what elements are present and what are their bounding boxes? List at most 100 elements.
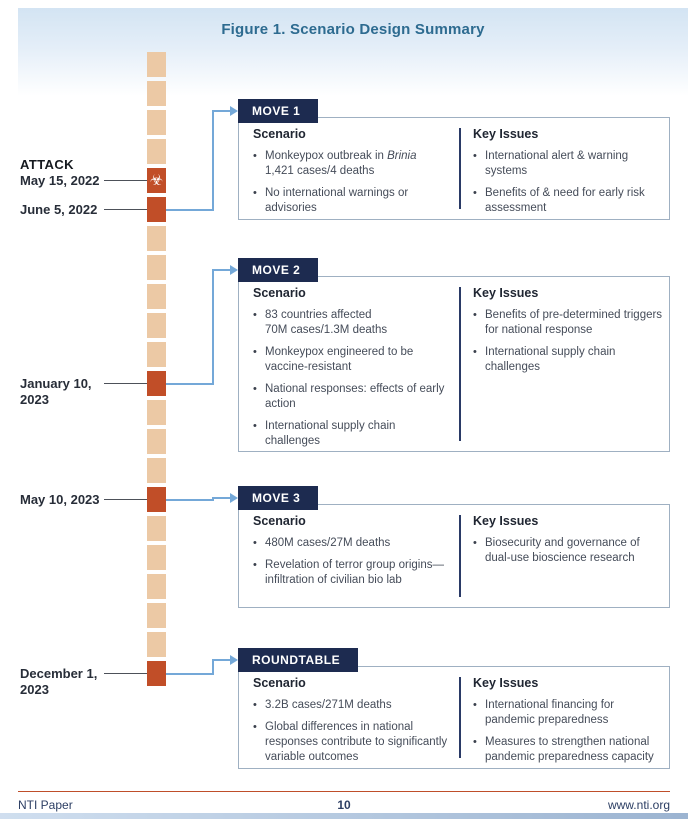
biohazard-icon: ☣ [149, 172, 164, 189]
scenario-heading: Scenario [253, 286, 306, 300]
date-connector-line [104, 383, 147, 384]
scenario-bullet-list: • Monkeypox outbreak in Brinia 1,421 case… [253, 149, 451, 216]
timeline-square [147, 545, 166, 570]
bullet-icon: • [253, 420, 257, 432]
bullet-text: Monkeypox outbreak in Brinia 1,421 cases… [265, 150, 417, 177]
move-box: MOVE 1 Scenario • Monkeypox outbreak in B… [238, 99, 670, 220]
key-issues-bullet-list: • International financing for pandemic pr… [473, 698, 667, 765]
bullet-icon: • [253, 150, 257, 162]
bullet-icon: • [253, 721, 257, 733]
bullet-item: • International supply chain challenges [473, 345, 667, 375]
move-tab: ROUNDTABLE [238, 648, 359, 672]
date-text: 2023 [20, 682, 49, 697]
bullet-text: Global differences in national responses… [265, 721, 448, 763]
connector-line [166, 673, 214, 675]
move-box-body: Scenario • 83 countries affected 70M cases… [238, 276, 670, 452]
bullet-icon: • [253, 383, 257, 395]
bullet-item: • Global differences in national response… [253, 720, 451, 765]
bullet-item: • Revelation of terror group origins—infi… [253, 558, 451, 588]
scenario-column: Scenario • Monkeypox outbreak in Brinia 1… [253, 127, 451, 223]
move-box-body: Scenario • Monkeypox outbreak in Brinia 1… [238, 117, 670, 220]
scenario-heading: Scenario [253, 514, 306, 528]
column-divider [459, 677, 461, 758]
timeline-event-square [147, 487, 166, 512]
timeline-event-square [147, 371, 166, 396]
bullet-icon: • [473, 537, 477, 549]
date-text: May 15, 2022 [20, 173, 100, 188]
attack-label: ATTACK [20, 157, 74, 172]
connector-line [212, 269, 231, 271]
timeline-square [147, 313, 166, 338]
move-tab-label: MOVE 3 [252, 491, 301, 505]
key-issues-bullet-list: • International alert & warning systems • B… [473, 149, 667, 216]
key-issues-column: Key Issues • Biosecurity and governance o… [473, 514, 667, 573]
timeline-square [147, 139, 166, 164]
move-box-body: Scenario • 480M cases/27M deaths • Revelati… [238, 504, 670, 608]
bullet-item: • 480M cases/27M deaths [253, 536, 451, 551]
connector-arrow-icon [230, 106, 238, 116]
bullet-text: Biosecurity and governance of dual-use b… [485, 537, 640, 564]
timeline-square [147, 52, 166, 77]
key-issues-bullet-list: • Biosecurity and governance of dual-use … [473, 536, 667, 566]
bullet-item: • Biosecurity and governance of dual-use … [473, 536, 667, 566]
bullet-item: • International alert & warning systems [473, 149, 667, 179]
bullet-icon: • [253, 699, 257, 711]
column-divider [459, 287, 461, 441]
bullet-text: Benefits of & need for early risk assess… [485, 187, 645, 214]
bullet-icon: • [253, 309, 257, 321]
bullet-item: • National responses: effects of early ac… [253, 382, 451, 412]
date-text: May 10, 2023 [20, 492, 100, 507]
column-divider [459, 515, 461, 597]
connector-line [166, 209, 214, 211]
timeline-square [147, 110, 166, 135]
footer-website-link[interactable]: www.nti.org [607, 798, 670, 812]
bullet-text: Revelation of terror group origins—infil… [265, 559, 444, 586]
timeline-date-label: June 5, 2022 [20, 202, 148, 218]
scenario-column: Scenario • 480M cases/27M deaths • Revelati… [253, 514, 451, 595]
key-issues-heading: Key Issues [473, 676, 539, 690]
timeline-square [147, 81, 166, 106]
bullet-icon: • [473, 699, 477, 711]
date-connector-line [104, 499, 147, 500]
bullet-item: • Benefits of pre-determined triggers for… [473, 308, 667, 338]
bullet-text: No international warnings or advisories [265, 187, 409, 214]
bullet-text: International supply chain challenges [265, 420, 396, 447]
move-box: MOVE 2 Scenario • 83 countries affected 70… [238, 258, 670, 452]
scenario-bullet-list: • 3.2B cases/271M deaths • Global differenc… [253, 698, 451, 765]
attack-biohazard-square: ☣ [147, 168, 166, 193]
bullet-item: • International financing for pandemic pr… [473, 698, 667, 728]
connector-arrow-icon [230, 493, 238, 503]
date-connector-line [104, 209, 147, 210]
date-connector-line [104, 673, 147, 674]
connector-line [212, 110, 231, 112]
column-divider [459, 128, 461, 209]
connector-line [212, 269, 214, 385]
scenario-column: Scenario • 83 countries affected 70M cases… [253, 286, 451, 456]
timeline-event-square [147, 197, 166, 222]
move-tab: MOVE 2 [238, 258, 319, 282]
bullet-icon: • [253, 537, 257, 549]
bullet-text: 3.2B cases/271M deaths [265, 699, 392, 711]
timeline-square [147, 632, 166, 657]
timeline-square [147, 255, 166, 280]
bullet-icon: • [253, 346, 257, 358]
key-issues-heading: Key Issues [473, 514, 539, 528]
timeline-date-label: ATTACK May 15, 2022 [20, 157, 148, 189]
bullet-text: 83 countries affected 70M cases/1.3M deat… [265, 309, 388, 336]
connector-line [212, 497, 231, 499]
move-tab: MOVE 3 [238, 486, 319, 510]
scenario-heading: Scenario [253, 676, 306, 690]
timeline-date-label: December 1, 2023 [20, 666, 148, 698]
connector-arrow-icon [230, 655, 238, 665]
timeline-square [147, 400, 166, 425]
date-text: 2023 [20, 392, 49, 407]
timeline-date-label: January 10, 2023 [20, 376, 148, 408]
timeline-square [147, 226, 166, 251]
bullet-text: International financing for pandemic pre… [485, 699, 615, 726]
bullet-text: Monkeypox engineered to be vaccine-resis… [265, 346, 414, 373]
key-issues-heading: Key Issues [473, 127, 539, 141]
connector-line [212, 110, 214, 211]
scenario-heading: Scenario [253, 127, 306, 141]
timeline-square [147, 516, 166, 541]
bullet-text: 480M cases/27M deaths [265, 537, 391, 549]
